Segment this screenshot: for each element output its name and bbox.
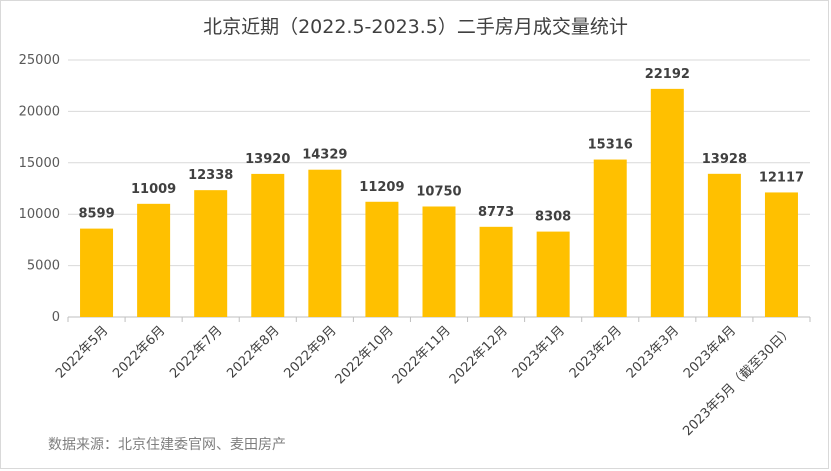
bar [251,173,285,317]
x-tick-label: 2023年5月（截至30日） [680,323,796,439]
data-label: 12338 [188,168,233,183]
y-tick-label: 0 [52,310,60,325]
bar [194,190,228,317]
bar [308,169,342,317]
bar [365,201,399,317]
data-label: 15316 [588,138,633,153]
data-label: 10750 [416,184,461,199]
x-tick-label: 2022年10月 [333,323,397,387]
bar [80,228,114,317]
x-tick-label: 2022年8月 [224,323,282,381]
x-tick-label: 2023年1月 [510,323,568,381]
y-tick-label: 5000 [27,259,60,274]
y-tick-label: 25000 [19,53,60,68]
bar [137,203,171,317]
data-label: 13928 [702,152,747,167]
data-label: 13920 [245,152,290,167]
x-tick-label: 2022年7月 [167,323,225,381]
bar [707,173,741,317]
data-label: 12117 [759,170,804,185]
bar [593,159,627,317]
chart-title: 北京近期（2022.5-2023.5）二手房月成交量统计 [203,16,628,38]
x-tick-label: 2022年5月 [53,323,111,381]
bar [764,192,798,317]
data-label: 22192 [645,67,690,82]
bar [422,206,456,317]
data-label: 14329 [302,148,347,163]
x-tick-label: 2022年12月 [447,323,511,387]
bar [479,226,513,317]
bar [536,231,570,317]
bar [650,88,684,317]
y-tick-label: 15000 [19,156,60,171]
data-source-note: 数据来源：北京住建委官网、麦田房产 [48,437,286,453]
x-tick-label: 2022年11月 [390,323,454,387]
x-tick-label: 2023年4月 [681,323,739,381]
x-tick-label: 2022年6月 [110,323,168,381]
y-tick-label: 20000 [19,104,60,119]
data-label: 8308 [535,210,571,225]
data-label: 11209 [359,180,404,195]
data-label: 11009 [131,182,176,197]
y-tick-label: 10000 [19,207,60,222]
x-tick-label: 2023年2月 [567,323,625,381]
data-label: 8599 [78,207,114,222]
x-tick-label: 2022年9月 [281,323,339,381]
data-label: 8773 [478,205,514,220]
x-tick-label: 2023年3月 [624,323,682,381]
